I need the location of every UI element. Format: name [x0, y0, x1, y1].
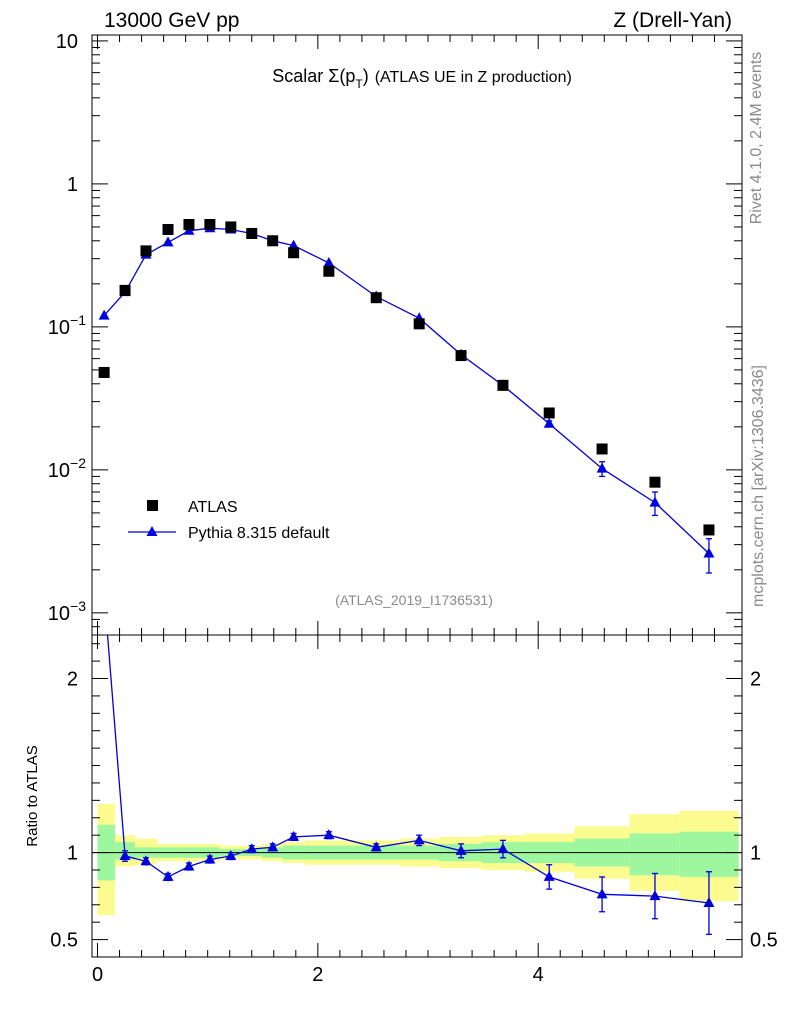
atlas-point — [455, 350, 467, 362]
uncertainty-bands — [97, 803, 739, 916]
atlas-point — [183, 219, 195, 231]
atlas-point — [267, 235, 279, 247]
inner-uncertainty-band — [679, 831, 739, 877]
pythia-point — [543, 417, 555, 428]
atlas-point — [649, 476, 661, 488]
atlas-point — [288, 247, 300, 259]
legend-pythia-marker — [146, 526, 158, 536]
ratio-point — [246, 843, 258, 854]
ratio-point — [323, 829, 335, 840]
atlas-point — [162, 223, 174, 235]
atlas-point — [119, 284, 131, 296]
pythia-series — [98, 222, 715, 574]
x-tick-label: 0 — [92, 964, 103, 986]
ratio-point — [649, 890, 661, 901]
main-y-tick-label: 10−2 — [48, 455, 86, 482]
ratio-y-tick-label-right: 0.5 — [750, 930, 778, 952]
ratio-point — [267, 841, 279, 852]
ratio-point — [497, 843, 509, 854]
beam-label: 13000 GeV pp — [104, 9, 239, 32]
pythia-point — [703, 547, 715, 558]
atlas-point — [98, 366, 110, 378]
ratio-y-tick-label-right: 2 — [750, 669, 761, 691]
pythia-point — [162, 236, 174, 247]
ratio-point — [183, 860, 195, 871]
ratio-y-tick-label: 0.5 — [50, 930, 78, 952]
x-tick-label: 2 — [312, 964, 323, 986]
pythia-point — [649, 496, 661, 507]
ratio-point — [543, 870, 555, 881]
analysis-id-label: (ATLAS_2019_I1736531) — [335, 592, 493, 608]
x-tick-label: 4 — [533, 964, 544, 986]
process-label: Z (Drell-Yan) — [613, 9, 732, 32]
ratio-y-axis-label: Ratio to ATLAS — [24, 745, 41, 846]
ratio-point — [413, 834, 425, 845]
ratio-point — [370, 841, 382, 852]
atlas-point — [323, 265, 335, 277]
ratio-point — [288, 830, 300, 841]
atlas-point — [246, 227, 258, 239]
atlas-point — [703, 524, 715, 536]
inner-uncertainty-band — [629, 833, 680, 876]
pythia-point — [323, 256, 335, 267]
atlas-point — [543, 407, 555, 419]
atlas-point — [225, 221, 237, 233]
ratio-point — [204, 853, 216, 864]
x-tick-labels: 0 2 4 — [92, 964, 544, 986]
ratio-y-tick-label: 1 — [67, 843, 78, 865]
pythia-point — [288, 239, 300, 250]
ratio-point — [703, 897, 715, 908]
ratio-point — [162, 870, 174, 881]
ratio-plot-frame — [91, 634, 743, 958]
ratio-y-tick-label: 2 — [67, 669, 78, 691]
plot-title: Scalar Σ(pT) (ATLAS UE in Z production) — [272, 66, 572, 91]
pythia-point — [98, 309, 110, 320]
main-plot-panel: 10 1 10−1 10−2 10−3 Scalar Σ(pT) (ATLAS UE in… — [48, 31, 743, 636]
mcplots-label: mcplots.cern.ch [arXiv:1306.3436] — [750, 365, 767, 607]
pythia-point — [596, 462, 608, 473]
ratio-point — [455, 844, 467, 855]
rivet-version-label: Rivet 4.1.0, 2.4M events — [748, 52, 765, 225]
legend: ATLAS Pythia 8.315 default — [128, 499, 330, 542]
ratio-point — [596, 888, 608, 899]
main-y-tick-label: 10−1 — [48, 312, 86, 339]
ratio-axis-ticks — [92, 635, 742, 957]
main-y-tick-label: 10 — [56, 31, 78, 53]
atlas-point — [140, 245, 152, 257]
main-axis-ticks — [92, 35, 742, 636]
ratio-point — [225, 850, 237, 861]
ratio-y-tick-labels: 0.5 0.5 1 1 2 2 — [50, 669, 778, 952]
ratio-y-tick-label-right: 1 — [750, 843, 761, 865]
legend-atlas-label: ATLAS — [188, 499, 238, 516]
atlas-point — [596, 443, 608, 455]
atlas-point — [497, 379, 509, 391]
legend-atlas-marker — [147, 500, 158, 511]
main-y-tick-label: 1 — [67, 174, 78, 196]
atlas-series — [98, 219, 715, 536]
ratio-plot-panel: 0.5 0.5 1 1 2 2 0 2 4 Ratio to ATLAS — [24, 634, 778, 986]
ratio-series — [106, 635, 715, 936]
atlas-point — [204, 219, 216, 231]
atlas-point — [413, 318, 425, 330]
atlas-point — [370, 292, 382, 304]
main-y-tick-labels: 10 1 10−1 10−2 10−3 — [48, 31, 86, 625]
legend-pythia-label: Pythia 8.315 default — [188, 525, 330, 542]
ratio-point — [119, 850, 131, 861]
ratio-point — [140, 855, 152, 866]
main-y-tick-label: 10−3 — [48, 598, 86, 625]
main-plot-frame — [91, 34, 743, 636]
